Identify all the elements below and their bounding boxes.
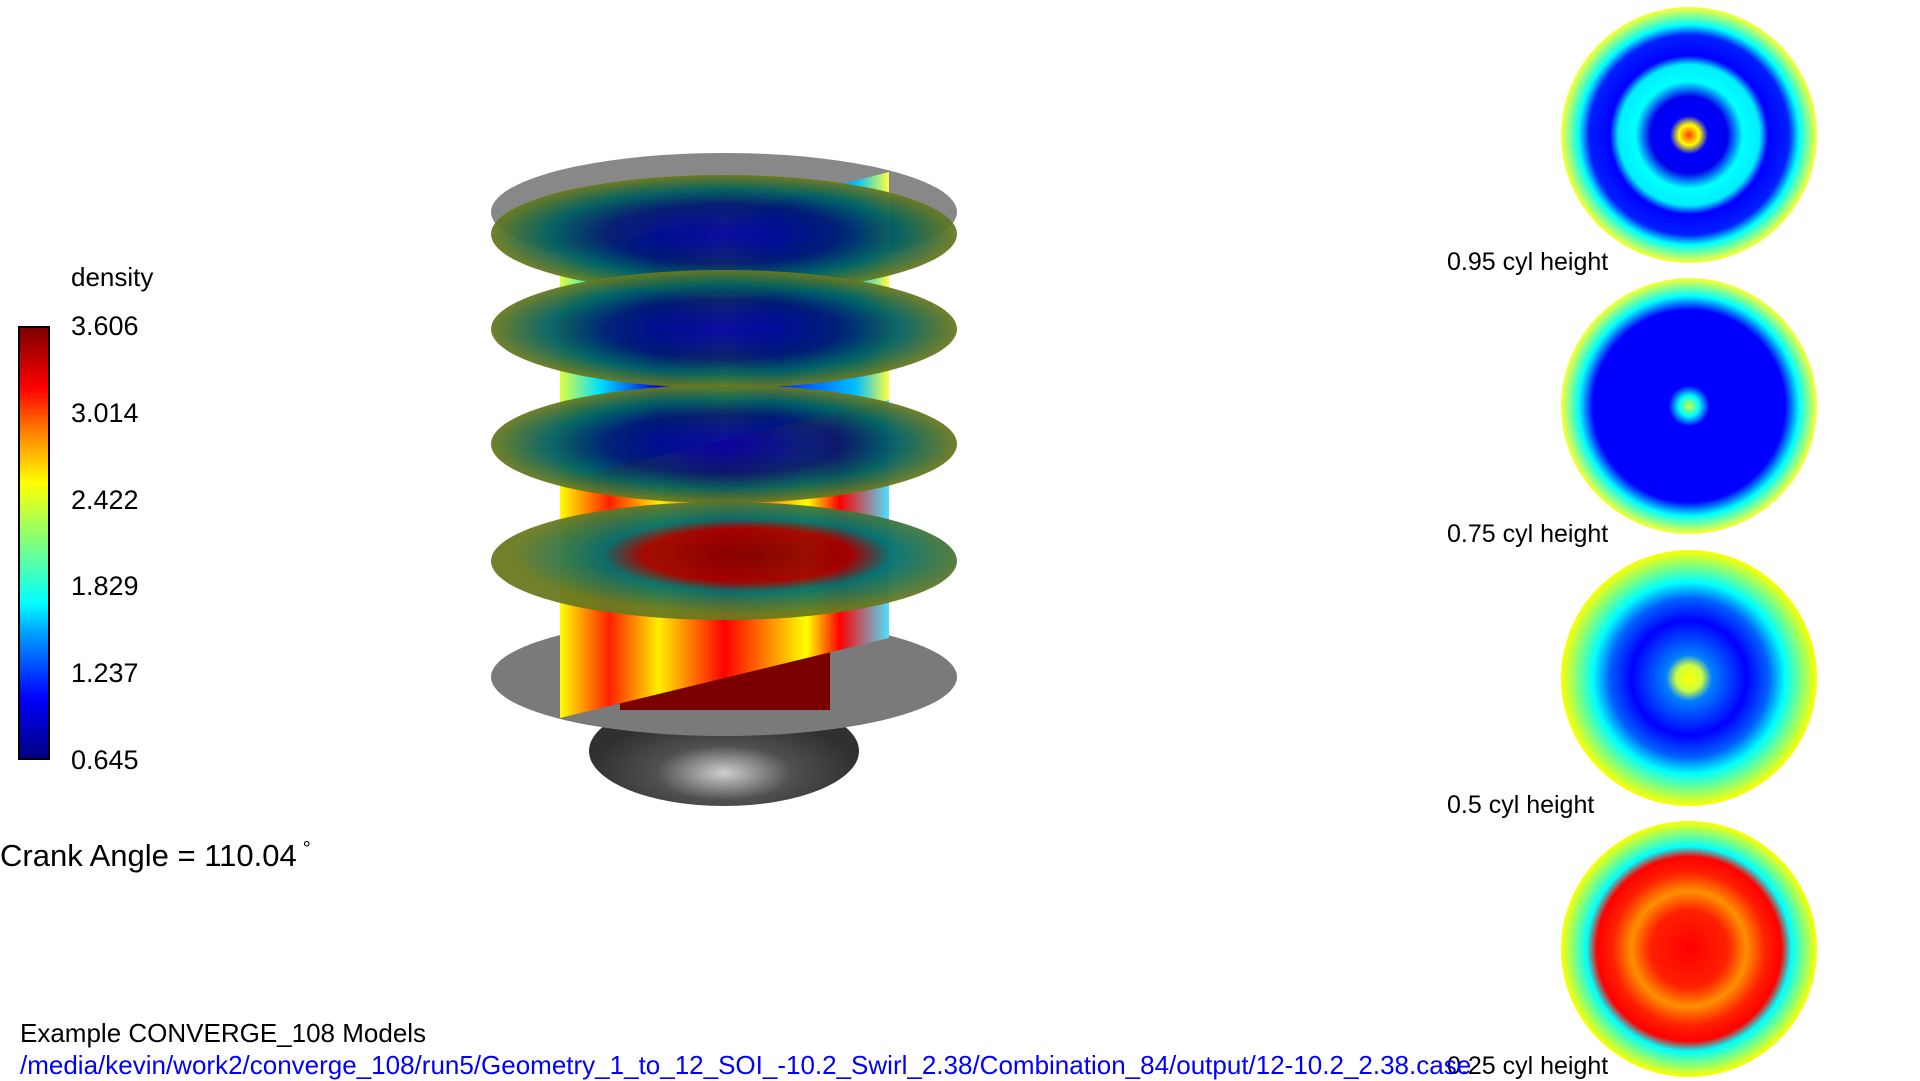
slice-075-contour[interactable]	[1561, 278, 1817, 534]
colorbar-tick: 3.014	[71, 398, 139, 428]
colorbar-tick: 3.606	[71, 311, 139, 341]
slice-views	[1561, 7, 1817, 1077]
slice-095-contour[interactable]	[1561, 7, 1817, 263]
colorbar-tick: 1.829	[71, 571, 139, 601]
crank-angle-readout: Crank Angle = 110.04 °	[0, 838, 311, 874]
slice-05-contour[interactable]	[1561, 550, 1817, 806]
colorbar-tick: 1.237	[71, 658, 139, 688]
slice-025-contour[interactable]	[1561, 821, 1817, 1077]
density-colorbar	[18, 326, 50, 760]
slice-disk-05	[491, 385, 957, 503]
colorbar-title: density	[71, 262, 154, 292]
slice-disk-075	[491, 270, 957, 388]
crank-angle-label: Crank Angle = 110.04	[0, 838, 297, 873]
slice-label: 0.95 cyl height	[1447, 248, 1609, 276]
colorbar-tick: 2.422	[71, 485, 139, 515]
slice-disk-095	[491, 175, 957, 293]
slice-label: 0.25 cyl height	[1447, 1052, 1609, 1080]
cylinder-3d-view[interactable]	[491, 153, 957, 806]
slice-label: 0.75 cyl height	[1447, 520, 1609, 548]
model-title: Example CONVERGE_108 Models	[20, 1018, 427, 1048]
slice-disk-025	[491, 502, 957, 620]
degree-unit: °	[302, 838, 311, 860]
case-file-path: /media/kevin/work2/converge_108/run5/Geo…	[20, 1050, 1472, 1080]
slice-label: 0.5 cyl height	[1447, 791, 1595, 819]
colorbar-tick: 0.645	[71, 745, 139, 775]
